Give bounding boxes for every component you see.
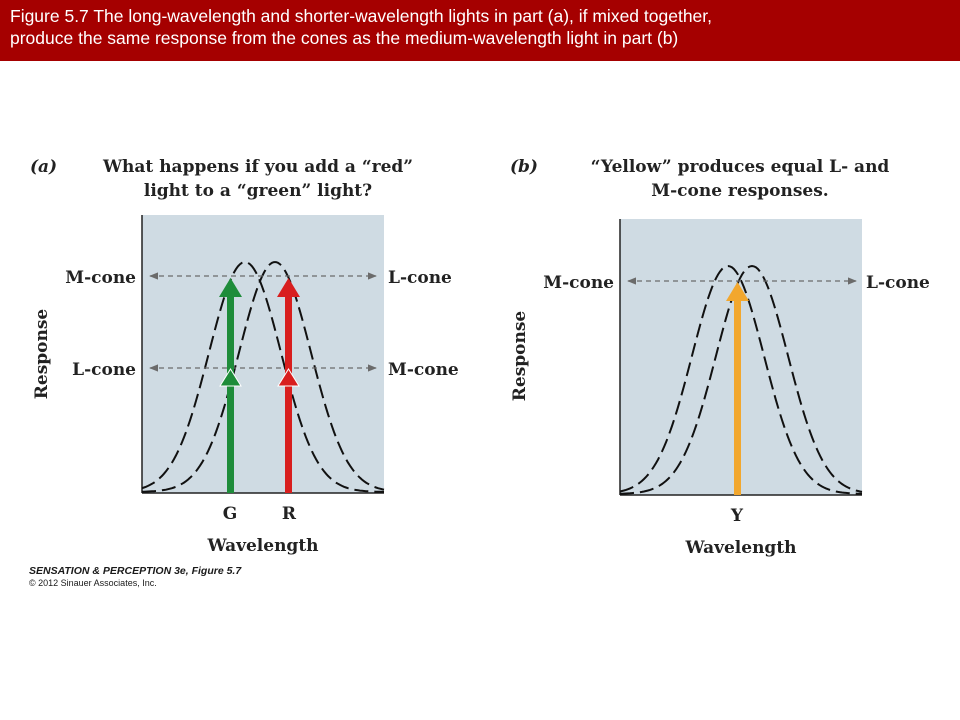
credit-copyright: © 2012 Sinauer Associates, Inc. xyxy=(29,578,157,588)
panel-b-letter: (b) xyxy=(510,157,538,177)
panel-a-title-line-2: light to a “green” light? xyxy=(144,181,372,201)
panel-a: (a) What happens if you add a “red” ligh… xyxy=(30,157,459,556)
caption-line-1: Figure 5.7 The long-wavelength and short… xyxy=(10,6,713,26)
panel-a-red-light-arrow xyxy=(277,278,300,493)
panel-b-x-axis-label: Wavelength xyxy=(684,538,796,558)
panel-b-yellow-light-arrow xyxy=(726,282,749,495)
panel-a-left-lower-label: L-cone xyxy=(72,360,136,380)
panel-a-y-axis-label: Response xyxy=(32,309,52,400)
panel-b-left-label: M-cone xyxy=(543,273,614,293)
panel-b-y-axis-label: Response xyxy=(510,311,530,402)
panel-a-red-tick-label: R xyxy=(282,504,297,524)
panel-a-right-lower-label: M-cone xyxy=(388,360,459,380)
figure-credit: SENSATION & PERCEPTION 3e, Figure 5.7 © … xyxy=(29,565,241,588)
panel-a-title-line-1: What happens if you add a “red” xyxy=(102,157,413,177)
figure-caption-banner: Figure 5.7 The long-wavelength and short… xyxy=(0,0,960,61)
panel-b-l-cone-curve xyxy=(620,264,863,495)
panel-b: (b) “Yellow” produces equal L- and M-con… xyxy=(510,157,930,558)
panel-a-letter: (a) xyxy=(30,157,57,177)
panel-a-plot-area xyxy=(142,215,384,493)
panel-b-right-label: L-cone xyxy=(866,273,930,293)
credit-source: SENSATION & PERCEPTION 3e, Figure 5.7 xyxy=(29,565,242,577)
panel-b-title-line-1: “Yellow” produces equal L- and xyxy=(591,157,890,177)
caption-line-2: produce the same response from the cones… xyxy=(10,28,679,48)
panel-b-title-line-2: M-cone responses. xyxy=(651,181,828,201)
panel-b-yellow-tick-label: Y xyxy=(730,506,744,526)
panel-a-green-light-arrow xyxy=(219,278,242,493)
panel-a-green-tick-label: G xyxy=(223,504,238,524)
panel-a-m-cone-curve xyxy=(141,261,385,493)
panel-a-x-axis-label: Wavelength xyxy=(206,536,318,556)
panel-a-right-upper-label: L-cone xyxy=(388,268,452,288)
panel-a-left-upper-label: M-cone xyxy=(65,268,136,288)
